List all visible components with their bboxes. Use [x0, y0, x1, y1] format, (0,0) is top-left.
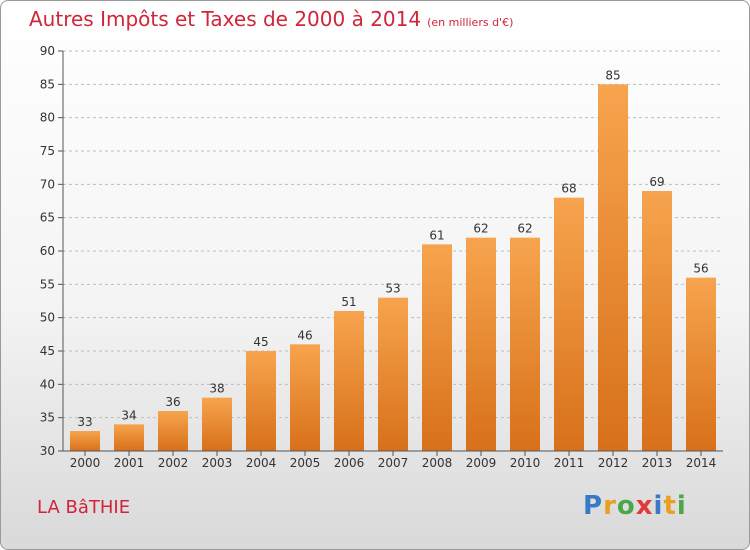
- bar: [246, 351, 276, 451]
- bar: [378, 297, 408, 451]
- x-tick-label: 2013: [642, 456, 673, 470]
- bar-value-label: 34: [121, 408, 136, 422]
- bar: [290, 344, 320, 451]
- bar: [466, 237, 496, 451]
- y-tick-label: 50: [40, 311, 55, 325]
- y-tick-label: 30: [40, 444, 55, 458]
- bar-value-label: 33: [77, 415, 92, 429]
- y-tick-label: 90: [40, 44, 55, 58]
- bar-value-label: 56: [693, 262, 708, 276]
- y-tick-label: 55: [40, 277, 55, 291]
- x-tick-label: 2004: [246, 456, 277, 470]
- axes: 30 35 40 45 50 55 60 65 70 75 80 85 90 2000 2001 2002 20…: [40, 44, 723, 470]
- bar-value-label: 69: [649, 175, 664, 189]
- bar: [598, 84, 628, 451]
- x-tick-label: 2012: [598, 456, 629, 470]
- y-tick-label: 70: [40, 177, 55, 191]
- y-tick-label: 35: [40, 411, 55, 425]
- logo-letter: P: [583, 491, 604, 521]
- logo-letter: r: [603, 491, 617, 521]
- logo-letter: t: [663, 491, 677, 521]
- bar-value-label: 68: [561, 182, 576, 196]
- bar-value-label: 46: [297, 328, 312, 342]
- bar: [422, 244, 452, 451]
- bar-value-label: 62: [473, 222, 488, 236]
- bar: [554, 197, 584, 451]
- bars: 33 34 36 38 45 46 51 53 61 62 62 68 85 69 56: [70, 68, 716, 451]
- logo-letter: x: [635, 491, 654, 521]
- bar-value-label: 38: [209, 382, 224, 396]
- y-tick-label: 65: [40, 211, 55, 225]
- x-tick-label: 2006: [334, 456, 365, 470]
- chart-title-block: Autres Impôts et Taxes de 2000 à 2014 (en…: [29, 7, 513, 31]
- bar-value-label: 85: [605, 68, 620, 82]
- x-tick-label: 2010: [510, 456, 541, 470]
- bar-value-label: 51: [341, 295, 356, 309]
- x-tick-label: 2008: [422, 456, 453, 470]
- bar: [686, 277, 716, 451]
- bar-value-label: 61: [429, 228, 444, 242]
- logo-letter: i: [676, 491, 687, 521]
- x-tick-label: 2014: [686, 456, 717, 470]
- chart-title: Autres Impôts et Taxes de 2000 à 2014: [29, 7, 422, 31]
- bar-value-label: 62: [517, 222, 532, 236]
- bar: [642, 191, 672, 451]
- bar-value-label: 53: [385, 282, 400, 296]
- x-tick-label: 2007: [378, 456, 409, 470]
- y-tick-label: 45: [40, 344, 55, 358]
- x-tick-label: 2002: [158, 456, 189, 470]
- place-name: LA BâTHIE: [37, 497, 131, 518]
- y-tick-label: 60: [40, 244, 55, 258]
- x-tick-label: 2011: [554, 456, 585, 470]
- logo-letter: o: [616, 491, 636, 521]
- y-tick-label: 75: [40, 144, 55, 158]
- logo-letter: i: [653, 491, 664, 521]
- x-tick-label: 2003: [202, 456, 233, 470]
- bar: [114, 424, 144, 451]
- chart-subtitle: (en milliers d'€): [427, 16, 514, 29]
- x-tick-label: 2009: [466, 456, 497, 470]
- y-tick-label: 80: [40, 111, 55, 125]
- proxiti-logo: Proxiti: [583, 491, 687, 521]
- y-tick-label: 85: [40, 77, 55, 91]
- x-tick-label: 2001: [114, 456, 145, 470]
- bar: [158, 411, 188, 451]
- x-tick-label: 2000: [70, 456, 101, 470]
- bar-value-label: 45: [253, 335, 268, 349]
- x-tick-label: 2005: [290, 456, 321, 470]
- bar-value-label: 36: [165, 395, 180, 409]
- bar: [334, 311, 364, 451]
- bar: [510, 237, 540, 451]
- bar: [202, 397, 232, 451]
- y-tick-label: 40: [40, 377, 55, 391]
- bar: [70, 431, 100, 451]
